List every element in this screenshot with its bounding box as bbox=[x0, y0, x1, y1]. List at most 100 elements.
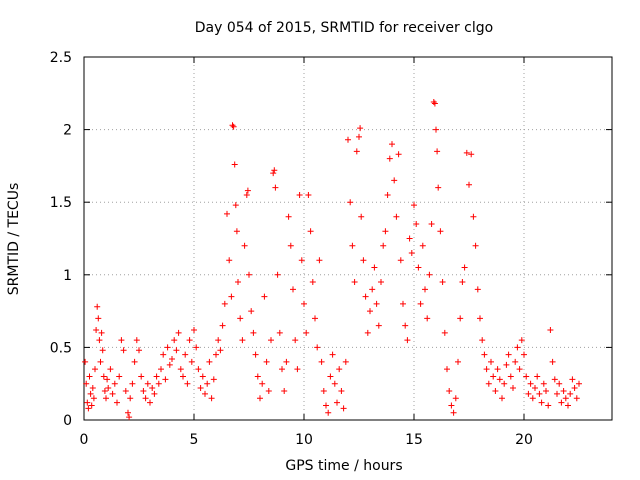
data-point bbox=[268, 337, 274, 344]
data-point bbox=[525, 390, 532, 397]
data-point bbox=[114, 399, 120, 406]
data-point bbox=[373, 300, 380, 307]
x-tick-label: 0 bbox=[80, 432, 89, 448]
data-point bbox=[562, 395, 569, 402]
data-point bbox=[177, 366, 184, 373]
data-point bbox=[485, 380, 492, 387]
data-point bbox=[503, 361, 510, 368]
data-point bbox=[477, 315, 483, 322]
data-point bbox=[281, 387, 288, 394]
data-point bbox=[565, 402, 571, 409]
data-point bbox=[166, 361, 173, 368]
data-point bbox=[219, 322, 226, 329]
axis-ticks: 0 5 10 15 20 0 0.5 1 1.5 2 2.5 bbox=[50, 50, 612, 448]
y-axis-title: SRMTID / TECUs bbox=[6, 183, 22, 296]
data-point bbox=[118, 337, 125, 344]
data-points bbox=[82, 99, 582, 421]
data-point bbox=[444, 366, 450, 373]
data-point bbox=[362, 293, 369, 300]
data-point bbox=[543, 387, 549, 394]
data-point bbox=[499, 395, 505, 402]
data-point bbox=[567, 390, 574, 397]
data-point bbox=[164, 344, 171, 351]
data-point bbox=[248, 308, 255, 315]
data-point bbox=[494, 366, 501, 373]
data-point bbox=[208, 395, 215, 402]
data-point bbox=[364, 329, 371, 336]
data-point bbox=[233, 228, 240, 235]
data-point bbox=[213, 351, 219, 358]
data-point bbox=[446, 387, 453, 394]
data-point bbox=[101, 387, 108, 394]
data-point bbox=[536, 390, 543, 397]
data-point bbox=[127, 395, 134, 402]
data-point bbox=[512, 358, 519, 365]
data-point bbox=[329, 351, 336, 358]
data-point bbox=[142, 395, 149, 402]
data-point bbox=[413, 220, 420, 227]
data-point bbox=[428, 220, 435, 227]
data-point bbox=[96, 337, 103, 344]
data-point bbox=[551, 376, 558, 383]
data-point bbox=[404, 337, 411, 344]
data-point bbox=[270, 170, 277, 177]
data-point bbox=[340, 405, 347, 412]
data-point bbox=[309, 279, 316, 286]
data-point bbox=[87, 390, 94, 397]
data-point bbox=[272, 184, 279, 191]
data-point bbox=[254, 373, 261, 380]
data-point bbox=[505, 351, 512, 358]
data-point bbox=[279, 366, 285, 373]
data-point bbox=[490, 373, 497, 380]
data-point bbox=[448, 402, 455, 409]
data-point bbox=[459, 279, 466, 286]
data-point bbox=[276, 329, 283, 336]
data-point bbox=[516, 366, 523, 373]
data-point bbox=[97, 358, 104, 365]
data-point bbox=[85, 405, 92, 412]
data-point bbox=[210, 376, 217, 383]
data-point bbox=[129, 380, 136, 387]
data-point bbox=[384, 191, 391, 198]
data-point bbox=[193, 344, 200, 351]
y-tick-label: 2 bbox=[63, 123, 72, 139]
data-point bbox=[271, 167, 278, 174]
data-point bbox=[226, 257, 233, 264]
data-point bbox=[99, 347, 106, 354]
x-tick-label: 15 bbox=[405, 432, 423, 448]
data-point bbox=[217, 347, 224, 354]
data-point bbox=[140, 387, 147, 394]
data-point bbox=[239, 337, 246, 344]
data-point bbox=[556, 380, 563, 387]
data-point bbox=[287, 242, 294, 249]
data-point bbox=[424, 315, 431, 322]
data-point bbox=[318, 358, 325, 365]
data-point bbox=[204, 380, 211, 387]
data-point bbox=[411, 202, 417, 209]
y-tick-label: 2.5 bbox=[50, 50, 72, 66]
data-point bbox=[191, 326, 197, 333]
data-point bbox=[173, 347, 180, 354]
data-point bbox=[246, 271, 252, 278]
data-point bbox=[483, 366, 490, 373]
data-point bbox=[83, 380, 90, 387]
data-point bbox=[514, 344, 521, 351]
data-point bbox=[155, 380, 162, 387]
data-point bbox=[481, 351, 488, 358]
data-point bbox=[98, 329, 105, 336]
data-point bbox=[406, 235, 413, 242]
data-point bbox=[136, 347, 142, 354]
data-point bbox=[89, 385, 96, 392]
data-point bbox=[547, 326, 554, 333]
data-point bbox=[400, 300, 406, 307]
data-point bbox=[175, 329, 182, 336]
data-point bbox=[314, 344, 321, 351]
data-point bbox=[188, 358, 195, 365]
data-point bbox=[325, 409, 332, 416]
data-point bbox=[100, 373, 107, 380]
data-point bbox=[558, 399, 565, 406]
data-point bbox=[292, 337, 299, 344]
data-point bbox=[153, 373, 160, 380]
x-tick-label: 5 bbox=[190, 432, 199, 448]
